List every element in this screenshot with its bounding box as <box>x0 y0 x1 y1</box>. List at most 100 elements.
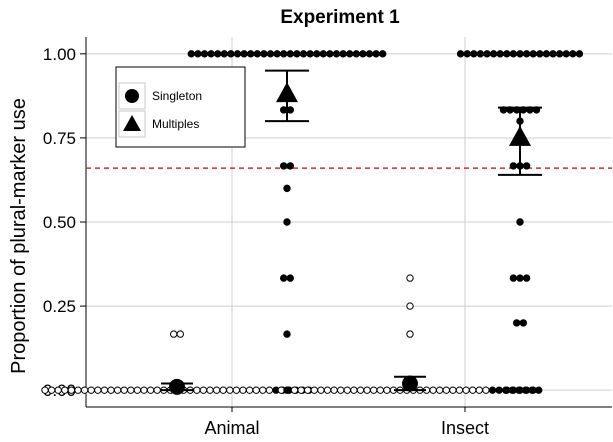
data-point <box>280 274 288 282</box>
data-point <box>549 50 557 58</box>
data-point <box>442 386 450 394</box>
data-point <box>332 50 341 58</box>
multiples-mean-marker <box>276 82 298 103</box>
data-point <box>406 330 414 338</box>
chart-title: Experiment 1 <box>280 7 400 28</box>
y-tick-label: 0.50 <box>43 213 76 232</box>
data-point <box>306 50 314 58</box>
data-point <box>509 274 518 282</box>
data-point <box>313 50 321 58</box>
data-point <box>207 50 215 58</box>
data-point <box>575 50 584 58</box>
data-point <box>462 386 470 394</box>
data-point <box>470 50 478 58</box>
data-point <box>522 50 531 58</box>
data-point <box>100 386 109 394</box>
data-point <box>304 386 312 394</box>
legend-label-multiples: Multiples <box>152 117 199 131</box>
data-point <box>220 50 229 58</box>
data-point <box>319 50 327 58</box>
singleton-mean-marker <box>169 378 185 395</box>
data-point <box>522 274 531 282</box>
summary-markers <box>161 69 542 395</box>
data-point <box>516 386 524 394</box>
data-point <box>330 386 338 394</box>
data-point <box>562 50 570 58</box>
data-point <box>265 386 274 394</box>
legend-circle-icon <box>125 89 139 103</box>
data-point <box>74 386 82 394</box>
data-point <box>509 162 518 170</box>
data-point <box>370 386 378 394</box>
data-point <box>469 386 477 394</box>
data-point <box>54 386 62 394</box>
data-point <box>456 50 465 58</box>
data-point <box>503 386 511 394</box>
y-tick-label: 1.00 <box>43 45 76 64</box>
data-point <box>219 386 227 394</box>
data-point <box>212 386 221 394</box>
data-point <box>513 319 521 327</box>
data-point <box>286 106 294 114</box>
y-tick-label: 0.75 <box>43 129 76 148</box>
data-point <box>266 50 275 58</box>
legend-triangle-icon <box>123 115 141 131</box>
data-point <box>536 50 544 58</box>
data-point <box>80 386 89 394</box>
data-point <box>529 386 537 394</box>
data-point <box>194 50 202 58</box>
data-point <box>87 386 95 394</box>
data-point <box>555 50 564 58</box>
data-point <box>240 50 248 58</box>
data-point <box>365 50 374 58</box>
data-point <box>200 50 209 58</box>
data-point <box>376 386 384 394</box>
data-point <box>280 106 288 114</box>
data-point <box>363 386 371 394</box>
data-point <box>107 386 115 394</box>
data-point <box>113 386 122 394</box>
data-point <box>522 386 531 394</box>
data-point <box>326 50 334 58</box>
data-point <box>193 386 201 394</box>
data-point <box>259 386 267 394</box>
data-point <box>346 50 354 58</box>
data-point <box>283 386 291 394</box>
data-point <box>509 386 518 394</box>
data-point <box>483 50 491 58</box>
data-point <box>359 50 367 58</box>
data-point <box>280 162 288 170</box>
data-point <box>245 386 254 394</box>
x-tick-label-insect: Insect <box>441 418 489 438</box>
data-point <box>280 50 288 58</box>
data-point <box>350 386 358 394</box>
data-point <box>406 274 414 282</box>
data-point <box>519 319 527 327</box>
data-point <box>509 50 518 58</box>
data-point <box>488 386 497 394</box>
data-point <box>383 386 391 394</box>
data-point <box>569 50 577 58</box>
data-point <box>372 50 380 58</box>
data-point <box>449 386 457 394</box>
data-point <box>516 50 524 58</box>
data-point <box>233 50 242 58</box>
data-point <box>232 386 241 394</box>
data-point <box>310 386 318 394</box>
data-point <box>495 386 503 394</box>
data-point <box>343 386 351 394</box>
data-point <box>455 386 464 394</box>
legend: Singleton Multiples <box>115 66 246 148</box>
data-point <box>286 162 294 170</box>
data-point <box>337 386 345 394</box>
data-point <box>489 50 498 58</box>
data-point <box>529 50 537 58</box>
data-point <box>153 386 161 394</box>
data-point <box>317 386 325 394</box>
data-point <box>252 386 260 394</box>
data-point <box>297 386 305 394</box>
data-point <box>475 386 483 394</box>
y-axis-label: Proportion of plural-marker use <box>8 98 30 374</box>
